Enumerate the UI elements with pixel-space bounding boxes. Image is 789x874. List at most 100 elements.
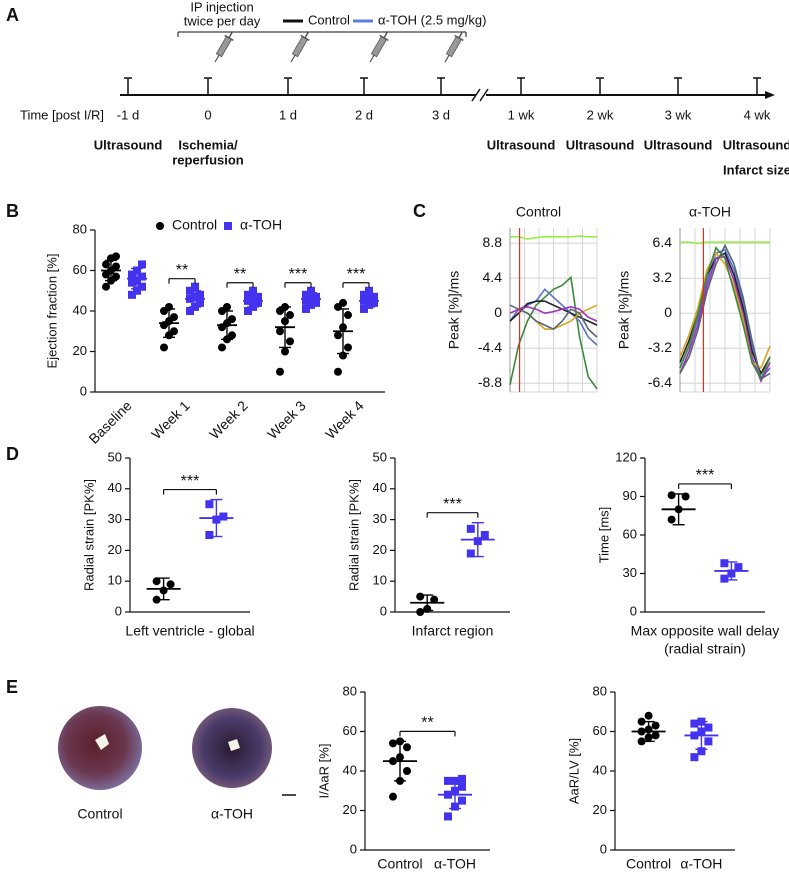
y-tick-label: 0 (350, 841, 357, 856)
data-point (416, 592, 425, 601)
timeline-event: Ultrasound (566, 137, 635, 152)
data-point (416, 608, 425, 616)
data-point (466, 549, 475, 558)
data-line (679, 246, 771, 381)
data-point (389, 739, 397, 748)
y-tick-label: 0 (600, 841, 607, 856)
timeline-tick-label: 3 d (432, 107, 450, 122)
data-point (644, 711, 653, 720)
data-point (133, 286, 141, 295)
data-point (370, 292, 378, 301)
data-line (679, 243, 771, 381)
data-point (720, 574, 729, 583)
data-point (458, 782, 466, 791)
y-tick-label: 0 (664, 304, 672, 320)
data-point (160, 343, 168, 352)
x-tick-label: Week 1 (148, 397, 193, 442)
image-label: Control (77, 806, 122, 822)
legend-label: α-TOH (2.5 mg/kg) (378, 12, 486, 27)
y-axis-label: Time [ms] (596, 507, 611, 564)
data-point (128, 278, 136, 287)
timeline-event: reperfusion (172, 152, 244, 167)
timeline-event: Ultrasound (723, 137, 789, 152)
timeline-arrow (765, 91, 775, 99)
y-tick-label: 4.4 (483, 269, 503, 285)
data-point (138, 272, 146, 281)
data-point (152, 595, 161, 604)
data-point (228, 331, 236, 340)
data-line (680, 241, 770, 245)
data-point (365, 286, 373, 295)
data-point (244, 307, 252, 315)
y-tick-label: 60 (73, 262, 87, 277)
data-point (637, 717, 646, 726)
data-point (112, 252, 120, 261)
data-point (276, 367, 284, 376)
panel-label: A (6, 5, 19, 25)
data-line (679, 251, 771, 370)
x-tick-label: Control (626, 856, 671, 872)
timeline-event: Ultrasound (94, 137, 163, 152)
y-tick-label: 30 (108, 511, 122, 526)
data-point (302, 304, 310, 313)
x-tick-label: α-TOH (434, 856, 476, 872)
data-point (458, 774, 466, 783)
y-axis-label: I/AaR [%] (316, 744, 331, 799)
timeline-axis-label: Time [post I/R] (20, 107, 104, 122)
heart-lumen (95, 734, 109, 750)
syringe (364, 29, 393, 66)
image-label: α-TOH (211, 806, 253, 822)
significance-label: ** (234, 266, 246, 283)
y-tick-label: 30 (373, 511, 387, 526)
data-point (286, 311, 294, 320)
timeline-event: Ischemia/ (178, 137, 238, 152)
panel-label: D (6, 444, 19, 464)
data-point (254, 292, 262, 301)
heart-lumen (228, 739, 240, 751)
syringe (285, 29, 314, 66)
y-tick-label: 40 (73, 302, 87, 317)
panel-label: C (413, 201, 426, 221)
y-tick-label: 40 (593, 762, 607, 777)
x-tick-label: α-TOH (680, 856, 722, 872)
y-tick-label: 60 (593, 723, 607, 738)
significance-label: *** (443, 496, 462, 513)
y-axis-label: Ejection fraction [%] (44, 254, 59, 369)
data-point (302, 296, 310, 305)
syringe (209, 29, 238, 66)
y-tick-label: 20 (343, 802, 357, 817)
data-point (102, 282, 110, 291)
data-point (360, 304, 368, 313)
data-point (281, 347, 289, 356)
timeline-tick-label: 3 wk (665, 107, 692, 122)
data-point (339, 298, 347, 307)
data-point (228, 315, 236, 324)
y-tick-label: 20 (108, 542, 122, 557)
data-point (152, 577, 161, 586)
y-tick-label: 20 (593, 802, 607, 817)
data-point (224, 222, 232, 230)
data-point (196, 298, 204, 307)
x-axis-label: Left ventricle - global (125, 623, 254, 639)
data-point (254, 298, 262, 307)
data-point (112, 272, 120, 281)
injection-label: IP injection (190, 0, 253, 14)
data-point (170, 327, 178, 336)
y-tick-label: 80 (593, 683, 607, 698)
y-tick-label: 8.8 (483, 234, 503, 250)
y-tick-label: 40 (373, 480, 387, 495)
axis-break (479, 88, 489, 102)
timeline-tick-label: 2 wk (587, 107, 614, 122)
data-point (138, 282, 146, 291)
significance-label: ** (421, 715, 433, 732)
timeline-tick-label: -1 d (117, 107, 139, 122)
data-point (430, 595, 439, 604)
y-tick-label: 60 (623, 526, 637, 541)
syringe-icons (209, 29, 468, 66)
data-point (156, 222, 164, 230)
data-point (196, 290, 204, 299)
data-point (223, 302, 231, 311)
panel-label: B (6, 201, 19, 221)
y-tick-label: 40 (108, 480, 122, 495)
